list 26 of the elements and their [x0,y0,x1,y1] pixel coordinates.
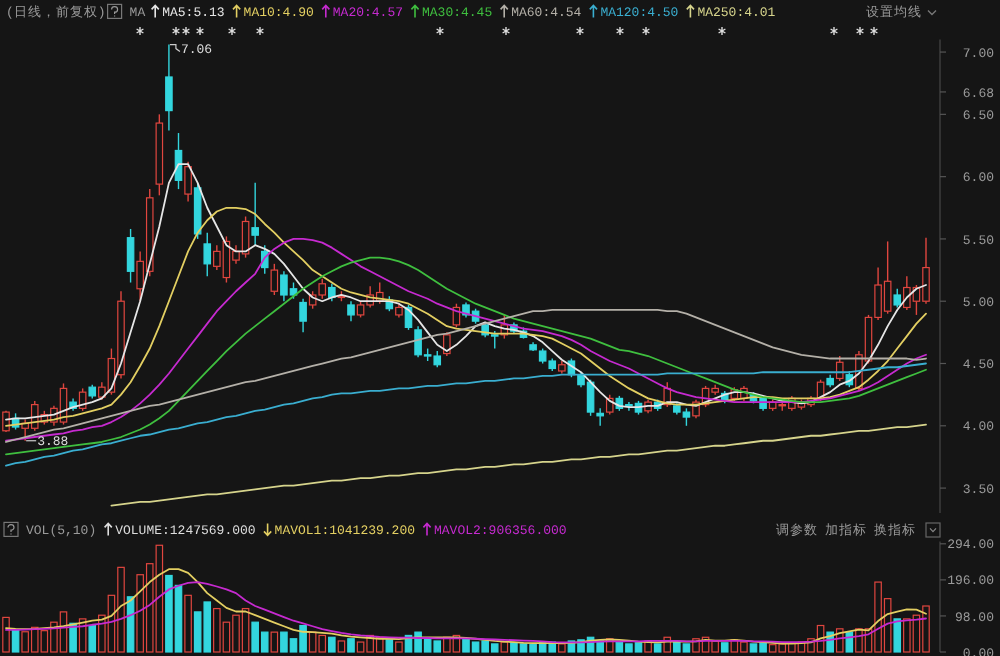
bar [500,641,509,653]
bar [395,641,403,653]
bar [653,643,662,653]
bar [720,642,729,653]
candlestick [328,283,336,302]
bar [893,618,902,653]
candlestick [251,182,259,246]
line-series [5,568,927,645]
line-series [5,581,927,644]
bar [337,640,346,653]
bar [328,636,336,653]
line-series [5,362,927,467]
line-series [5,309,927,443]
candlestick [165,43,173,132]
bar [558,643,566,653]
bar [270,631,279,653]
bar [347,638,355,653]
line-series [110,423,927,507]
candlestick [529,341,537,351]
bar [88,624,97,653]
bar [385,639,394,653]
bar [184,594,192,653]
candlestick [299,298,307,334]
candlestick [347,300,355,322]
candlestick [826,374,834,388]
bar [2,616,10,653]
